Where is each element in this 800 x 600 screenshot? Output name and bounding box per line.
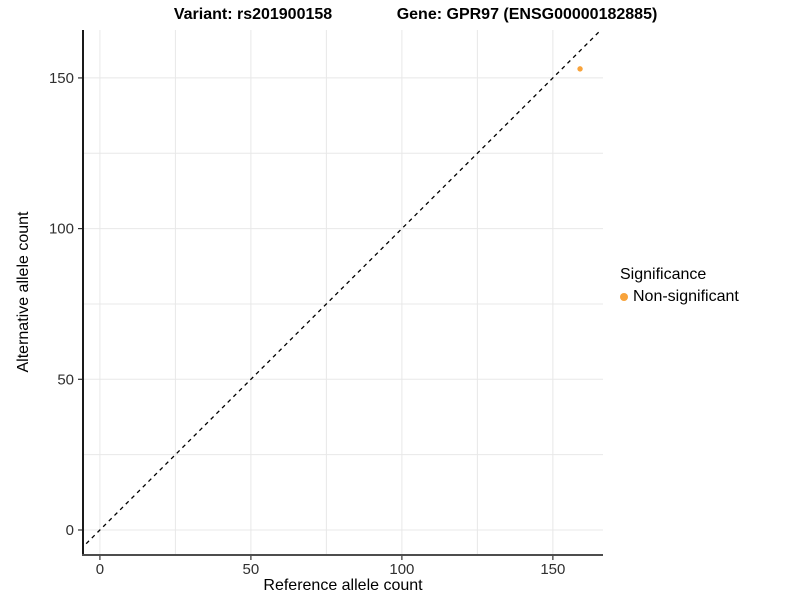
- y-tick-label: 0: [66, 522, 74, 539]
- x-tick-label: 50: [243, 561, 260, 578]
- legend-title: Significance: [620, 266, 707, 283]
- legend-entry: Non-significant: [620, 288, 739, 306]
- legend-entry-label: Non-significant: [633, 288, 739, 305]
- x-tick-label: 150: [540, 561, 565, 578]
- plot-title-gene: Gene: GPR97 (ENSG00000182885): [396, 6, 658, 23]
- x-tick-label: 100: [389, 561, 414, 578]
- y-tick-label: 100: [49, 221, 74, 238]
- y-tick-label: 150: [49, 70, 74, 87]
- data-point: [577, 66, 583, 72]
- y-tick-label: 50: [57, 371, 74, 388]
- x-axis-title: Reference allele count: [263, 577, 423, 594]
- plot-title-variant: Variant: rs201900158: [173, 6, 333, 23]
- legend: Significance Non-significant: [620, 266, 739, 306]
- x-tick-label: 0: [96, 561, 104, 578]
- identity-line: [83, 30, 602, 548]
- y-axis-title: Alternative allele count: [15, 211, 32, 373]
- legend-point-icon: [620, 293, 628, 301]
